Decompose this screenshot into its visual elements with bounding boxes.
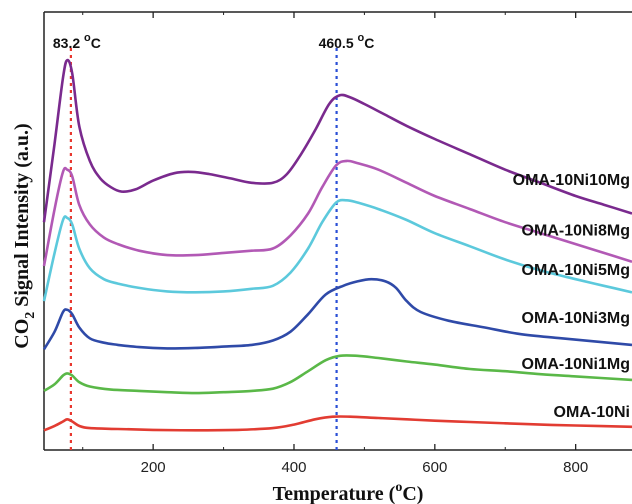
series-line-oma-10ni — [43, 415, 632, 432]
series-line-oma-10ni8mg — [42, 159, 632, 267]
series-label: OMA-10Ni5Mg — [522, 262, 630, 279]
x-tick-label: 200 — [141, 459, 166, 476]
series-line-oma-10ni1mg — [43, 354, 632, 395]
y-axis-title: CO2 Signal Intensity (a.u.) — [11, 123, 38, 348]
series-label: OMA-10Ni3Mg — [522, 310, 630, 327]
series-line-oma-10ni3mg — [42, 277, 632, 350]
series-label: OMA-10Ni10Mg — [513, 172, 630, 189]
peak-label: 460.5 oC — [319, 32, 375, 51]
peak-label: 83.2 oC — [53, 32, 101, 51]
x-tick-label: 600 — [422, 459, 447, 476]
x-tick-label: 800 — [563, 459, 588, 476]
series-line-oma-10ni10mg — [42, 58, 632, 223]
series-label: OMA-10Ni — [554, 404, 630, 421]
x-tick-label: 400 — [281, 459, 306, 476]
series-line-oma-10ni5mg — [42, 198, 632, 302]
x-axis-title: Temperature (oC) — [273, 480, 424, 504]
series-label: OMA-10Ni1Mg — [522, 356, 630, 373]
series-label: OMA-10Ni8Mg — [522, 222, 630, 239]
